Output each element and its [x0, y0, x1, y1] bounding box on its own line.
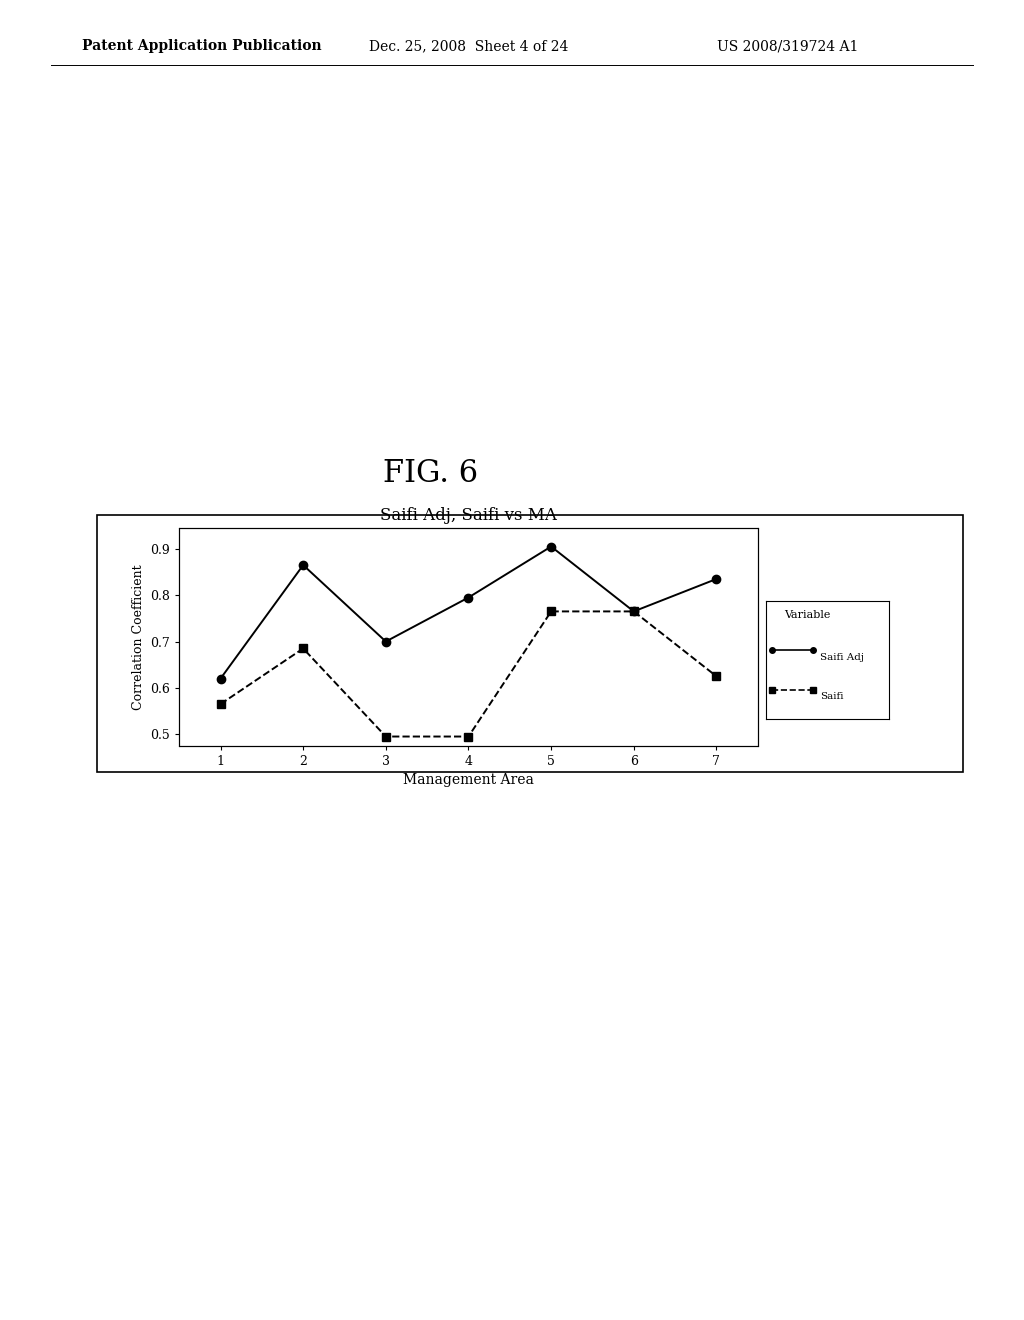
- Text: Patent Application Publication: Patent Application Publication: [82, 40, 322, 53]
- Text: Variable: Variable: [784, 610, 830, 620]
- Text: Saifi Adj: Saifi Adj: [820, 653, 864, 663]
- Text: US 2008/319724 A1: US 2008/319724 A1: [717, 40, 858, 53]
- Text: Saifi: Saifi: [820, 692, 844, 701]
- Text: Dec. 25, 2008  Sheet 4 of 24: Dec. 25, 2008 Sheet 4 of 24: [369, 40, 568, 53]
- Title: Saifi Adj, Saifi vs MA: Saifi Adj, Saifi vs MA: [380, 507, 557, 524]
- Y-axis label: Correlation Coefficient: Correlation Coefficient: [132, 564, 144, 710]
- X-axis label: Management Area: Management Area: [403, 774, 534, 788]
- Text: FIG. 6: FIG. 6: [383, 458, 477, 488]
